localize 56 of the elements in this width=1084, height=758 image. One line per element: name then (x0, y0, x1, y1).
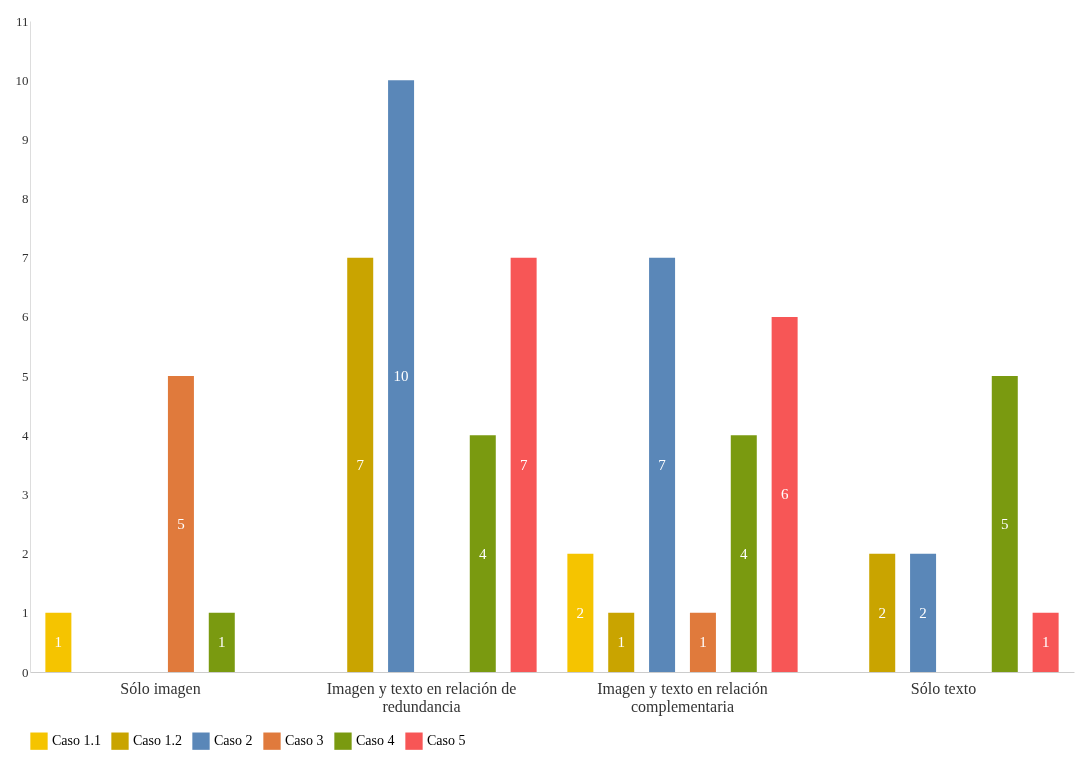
y-tick-label: 5 (22, 368, 29, 384)
bar (1032, 612, 1059, 672)
bar (388, 80, 415, 672)
y-tick-label: 9 (22, 131, 29, 147)
x-tick-label: Sólo texto (910, 679, 977, 697)
bar (771, 316, 798, 672)
bar (567, 553, 594, 672)
data-label: 2 (878, 604, 886, 621)
y-tick-label: 8 (22, 191, 29, 207)
legend-label: Caso 1.1 (52, 733, 101, 749)
bar (510, 257, 537, 672)
bar (730, 435, 757, 672)
bar (608, 612, 635, 672)
y-tick-label: 1 (22, 605, 29, 621)
y-tick-label: 4 (22, 427, 29, 443)
y-tick-label: 7 (22, 250, 29, 266)
y-tick-label: 11 (15, 13, 29, 29)
data-label: 7 (658, 456, 667, 473)
legend-label: Caso 3 (285, 733, 324, 749)
y-tick-label: 2 (22, 546, 29, 562)
data-label: 1 (218, 634, 226, 651)
data-label: 4 (740, 545, 749, 562)
bar (167, 376, 194, 672)
data-label: 7 (356, 456, 365, 473)
y-tick-label: 3 (22, 486, 29, 502)
bar (347, 257, 374, 672)
data-label: 5 (1001, 516, 1009, 533)
x-tick-label: Imagen y texto en relación de redundancia (326, 679, 517, 715)
bar (689, 612, 716, 672)
y-tick-label: 10 (15, 72, 29, 88)
bar (208, 612, 235, 672)
data-label: 1 (699, 634, 707, 651)
data-label: 1 (54, 634, 63, 651)
bar (649, 257, 676, 672)
data-label: 10 (393, 368, 409, 385)
legend-label: Caso 5 (427, 733, 466, 749)
bar (45, 612, 72, 672)
data-label: 2 (919, 604, 927, 621)
data-label: 6 (780, 486, 789, 503)
data-label: 2 (576, 604, 585, 621)
legend-label: Caso 1.2 (133, 733, 182, 749)
bar (869, 553, 896, 672)
legend-label: Caso 2 (214, 733, 253, 749)
legend-label: Caso 4 (356, 733, 395, 749)
data-label: 7 (519, 456, 528, 473)
y-tick-label: 0 (22, 664, 29, 680)
data-label: 1 (1041, 634, 1050, 651)
bar (991, 376, 1018, 672)
x-tick-label: Sólo imagen (120, 679, 201, 698)
bar (910, 553, 937, 672)
y-tick-label: 6 (22, 309, 29, 325)
data-label: 5 (177, 516, 185, 533)
data-label: 4 (479, 545, 488, 562)
x-tick-label: Imagen y texto en relación complementaria (597, 679, 768, 716)
data-label: 1 (617, 634, 625, 651)
bar (469, 435, 496, 672)
